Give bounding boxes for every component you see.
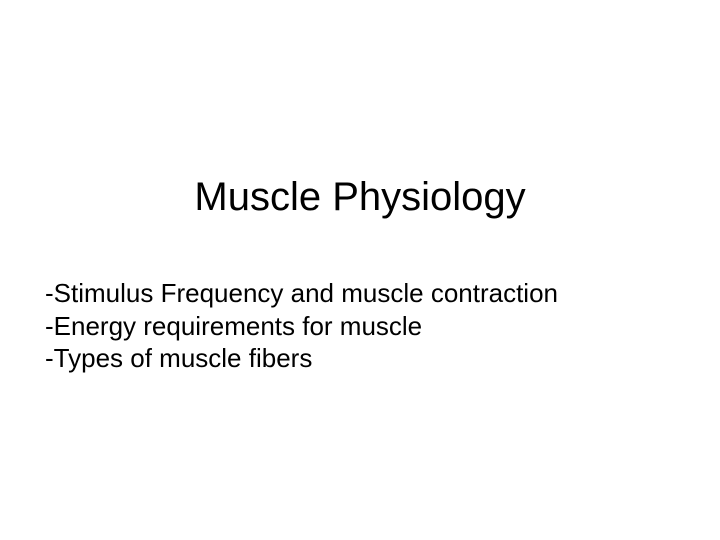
- slide-container: Muscle Physiology -Stimulus Frequency an…: [0, 0, 720, 540]
- slide-body: -Stimulus Frequency and muscle contracti…: [45, 277, 558, 375]
- slide-title: Muscle Physiology: [0, 175, 720, 220]
- bullet-line-3: -Types of muscle fibers: [45, 342, 558, 375]
- bullet-line-1: -Stimulus Frequency and muscle contracti…: [45, 277, 558, 310]
- bullet-line-2: -Energy requirements for muscle: [45, 310, 558, 343]
